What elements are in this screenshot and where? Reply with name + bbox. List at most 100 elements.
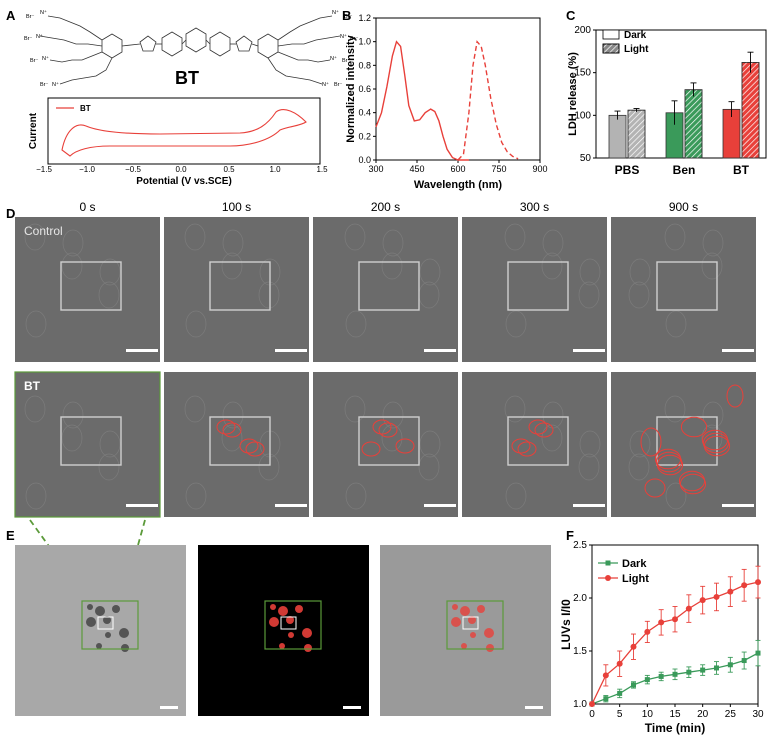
- scale-bar: [424, 349, 456, 352]
- fluorescent-cell: [640, 427, 662, 457]
- cell-blob: [119, 628, 129, 638]
- chart-f-xtick-label: 0: [589, 709, 595, 720]
- svg-text:Br⁻: Br⁻: [334, 82, 343, 88]
- chart-b-xtick-label: 900: [532, 164, 547, 174]
- legend-light-hatch: [602, 43, 620, 54]
- chart-c-ytick-label: 100: [574, 110, 591, 121]
- cell-outline: [579, 430, 601, 458]
- roi-box: [60, 261, 122, 311]
- legend-dark-label: Dark: [624, 30, 647, 41]
- fluorescent-cell: [222, 422, 242, 438]
- fluorescent-cell: [517, 441, 537, 457]
- data-point-light: [589, 701, 595, 707]
- cv-curve: [61, 109, 307, 157]
- roi-box: [209, 416, 271, 466]
- cv-ylabel: Current: [28, 112, 39, 149]
- cell-blob: [451, 617, 461, 627]
- timepoint-label: 200 s: [371, 200, 400, 214]
- cv-xlabel: Potential (V vs.SCE): [136, 176, 232, 187]
- roi-box: [60, 416, 122, 466]
- scale-bar: [722, 504, 754, 507]
- chart-c-category-label: PBS: [615, 163, 640, 177]
- svg-text:Br⁻: Br⁻: [344, 14, 353, 20]
- luv-leakage-chart: 0 5 10 15 20 25 30 1.0 1.5 2.0 2.5 Dark Light Time (m…: [559, 540, 764, 735]
- chart-b-ytick-label: 0.2: [358, 131, 371, 141]
- chart-c-ylabel: LDH release (%): [567, 52, 579, 136]
- cell-blob: [461, 643, 467, 649]
- green-roi: [81, 600, 139, 650]
- cell-outline: [382, 401, 404, 429]
- cell-outline: [344, 395, 366, 423]
- cell-blob: [288, 632, 294, 638]
- cell-blob: [295, 605, 303, 613]
- panel-label-d: D: [6, 206, 15, 221]
- chart-b-xlabel: Wavelength (nm): [414, 179, 503, 191]
- absorption-curve: [375, 40, 469, 161]
- roi-box: [507, 261, 569, 311]
- svg-text:0.0: 0.0: [175, 165, 187, 174]
- chart-b-ytick-label: 1.0: [358, 37, 371, 47]
- cell-outline: [61, 424, 83, 452]
- green-roi: [264, 600, 322, 650]
- cv-legend: BT: [80, 104, 91, 113]
- cell-outline: [418, 453, 440, 481]
- svg-text:Br⁻: Br⁻: [24, 36, 33, 42]
- fluorescent-cell: [361, 441, 381, 457]
- cell-blob: [470, 632, 476, 638]
- cell-outline: [381, 424, 403, 452]
- fluorescent-cell: [511, 438, 531, 454]
- chart-b-ytick-label: 0.0: [358, 155, 371, 165]
- data-point-light: [672, 616, 678, 623]
- cell-outline: [541, 424, 563, 452]
- cell-outline: [98, 281, 120, 309]
- cell-blob: [105, 632, 111, 638]
- data-point-light: [658, 619, 665, 626]
- data-point-light: [755, 579, 761, 586]
- svg-text:Br⁻: Br⁻: [342, 58, 351, 64]
- cell-outline: [221, 424, 243, 452]
- chart-b-ytick-label: 1.2: [358, 13, 371, 23]
- fluorescent-cell: [534, 422, 554, 438]
- cell-blob: [87, 604, 93, 610]
- cell-outline: [579, 258, 601, 286]
- svg-text:N⁺: N⁺: [40, 9, 47, 16]
- data-point-dark: [714, 665, 719, 671]
- scale-bar: [275, 349, 307, 352]
- emission-curve: [457, 40, 519, 161]
- cell-blob: [484, 628, 494, 638]
- legend-dark-marker: [605, 560, 611, 566]
- inner-roi: [462, 616, 479, 630]
- data-point-dark: [631, 682, 636, 688]
- data-point-light: [699, 597, 706, 604]
- timepoint-label: 100 s: [222, 200, 251, 214]
- scale-bar: [525, 706, 543, 709]
- data-point-light: [602, 672, 609, 679]
- micrograph: [313, 217, 458, 362]
- micrograph: [164, 217, 309, 362]
- scale-bar: [573, 349, 605, 352]
- data-point-light: [616, 660, 623, 667]
- svg-text:−1.0: −1.0: [79, 165, 95, 174]
- legend-light-label: Light: [622, 573, 649, 585]
- panel-label-b: B: [342, 8, 351, 23]
- svg-text:0.5: 0.5: [223, 165, 235, 174]
- chart-f-xtick-label: 15: [669, 709, 681, 720]
- svg-text:−1.5: −1.5: [36, 165, 52, 174]
- data-point-light: [727, 588, 734, 595]
- ammonium-labels: Br⁻N⁺ Br⁻ N⁺ Br⁻ N⁺ Br⁻ N⁺ N⁺Br⁻ N⁺ Br⁻ N⁺ Br…: [24, 9, 359, 88]
- chart-f-ytick-label: 2.0: [573, 593, 587, 604]
- data-point-dark: [755, 650, 761, 656]
- cell-outline: [382, 229, 404, 257]
- cell-outline: [99, 258, 121, 286]
- data-point-light: [630, 643, 637, 650]
- panel-label-c: C: [566, 8, 576, 23]
- cv-plot: BT −1.5 −1.0 −0.5 0.0 0.5 1.0 1.5 Potent…: [28, 97, 328, 187]
- bt-molecule-structure: [39, 15, 341, 85]
- svg-text:−0.5: −0.5: [125, 165, 141, 174]
- panel-label-e: E: [6, 528, 15, 543]
- zoom-image: [380, 545, 551, 716]
- cell-outline: [701, 252, 723, 280]
- svg-text:Br⁻: Br⁻: [30, 58, 39, 64]
- scale-bar: [126, 504, 158, 507]
